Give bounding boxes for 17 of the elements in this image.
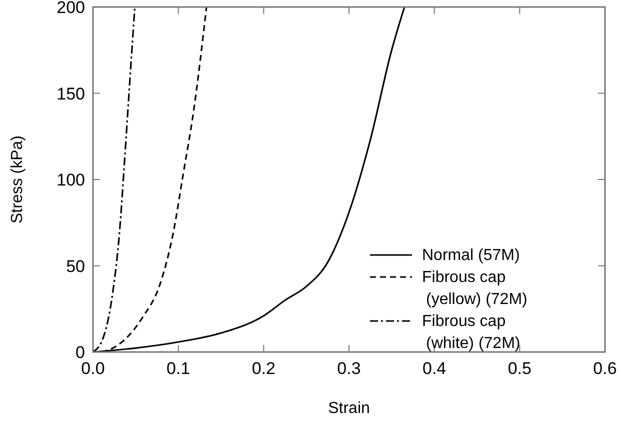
x-tick-label: 0.5 — [508, 359, 532, 378]
y-tick-label: 150 — [56, 84, 85, 104]
x-tick-label: 0.3 — [337, 359, 361, 378]
x-tick-label: 0.4 — [422, 359, 446, 378]
legend-label: Fibrous cap (yellow) (72M) — [422, 269, 528, 308]
x-tick-label: 0.6 — [593, 359, 617, 378]
x-tick-label: 0.2 — [252, 359, 276, 378]
x-axis-title: Strain — [328, 400, 370, 417]
x-tick-label: 0.0 — [81, 359, 105, 378]
y-tick-label: 200 — [56, 0, 85, 17]
legend-label: Fibrous cap (white) (72M) — [422, 313, 520, 352]
x-tick-label: 0.1 — [166, 359, 190, 378]
y-tick-label: 100 — [56, 170, 85, 190]
y-tick-label: 50 — [66, 256, 85, 276]
legend-label: Normal (57M) — [422, 247, 520, 264]
y-axis-title: Stress (kPa) — [9, 135, 26, 224]
y-tick-label: 0 — [76, 343, 85, 362]
